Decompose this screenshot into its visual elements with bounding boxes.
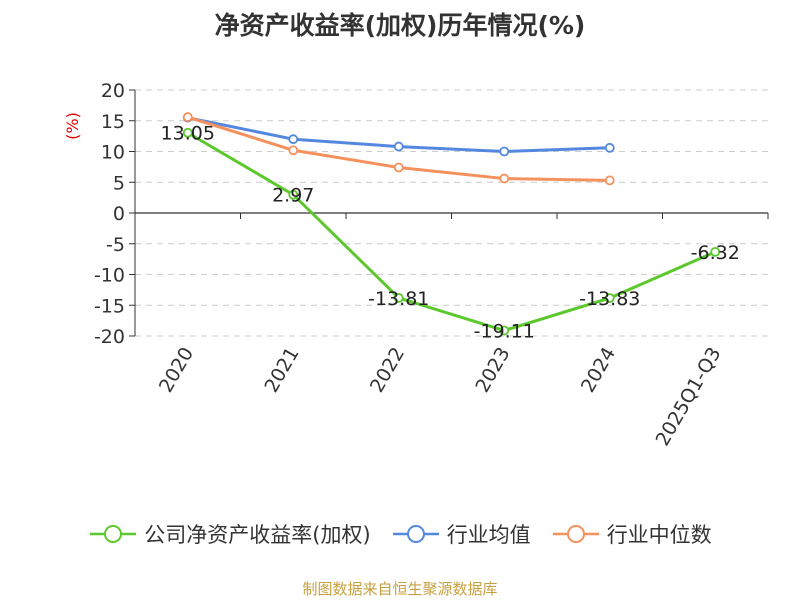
data-label: -13.81 [368, 288, 429, 310]
y-tick-label: 15 [101, 111, 125, 133]
data-point [288, 145, 299, 156]
x-tick-label: 2020 [155, 344, 198, 397]
data-point [499, 173, 510, 184]
legend-item[interactable]: 行业中位数 [551, 519, 712, 549]
data-point [288, 189, 299, 200]
data-label: 13.05 [161, 123, 215, 145]
y-tick-label: -15 [94, 295, 125, 317]
y-tick-label: 5 [113, 172, 125, 194]
data-point [499, 146, 510, 157]
series-lines [182, 112, 721, 336]
x-tick-label: 2024 [577, 344, 620, 397]
x-tick-label: 2023 [471, 344, 514, 397]
data-point [182, 127, 193, 138]
y-tick-label: 10 [101, 142, 125, 164]
legend-label: 行业均值 [446, 523, 531, 547]
source-note: 制图数据来自恒生聚源数据库 [302, 580, 498, 598]
y-tick-label: 0 [113, 203, 125, 225]
data-label: -19.11 [474, 321, 535, 343]
data-label: -6.32 [691, 242, 740, 264]
y-axis-label: (%) [63, 112, 82, 140]
chart-title: 净资产收益率(加权)历年情况(%) [214, 11, 586, 40]
data-point [182, 112, 193, 122]
legend-marker-icon [392, 525, 439, 543]
data-label: -13.83 [579, 288, 640, 310]
data-point [604, 293, 615, 303]
legend-marker-icon [552, 525, 599, 543]
y-tick-label: 20 [101, 80, 125, 102]
data-point [288, 134, 299, 145]
series-line [186, 131, 716, 333]
x-tick-label: 2025Q1-Q3 [652, 344, 726, 450]
x-tick-label: 2022 [366, 344, 409, 397]
data-point [393, 293, 404, 303]
legend-item[interactable]: 行业均值 [391, 519, 531, 549]
y-tick-label: -20 [94, 326, 125, 348]
y-tick-label: -10 [94, 265, 125, 287]
legend-marker-icon [90, 525, 137, 543]
data-label: 2.97 [272, 185, 314, 207]
legend-label: 公司净资产收益率(加权) [144, 523, 371, 547]
data-point [604, 175, 615, 186]
legend-label: 行业中位数 [606, 523, 712, 547]
data-point [393, 141, 404, 152]
data-labels: 13.05 2.97 -13.81 -19.11 -13.83 -6.32 [161, 123, 740, 343]
y-tick-label: -5 [106, 234, 125, 256]
data-point [393, 162, 404, 173]
data-point [604, 142, 615, 153]
data-point [499, 325, 510, 336]
data-point [710, 246, 721, 257]
legend: 公司净资产收益率(加权) 行业均值 行业中位数 [0, 519, 800, 549]
x-tick-label: 2021 [260, 344, 303, 397]
legend-item[interactable]: 公司净资产收益率(加权) [88, 519, 371, 549]
